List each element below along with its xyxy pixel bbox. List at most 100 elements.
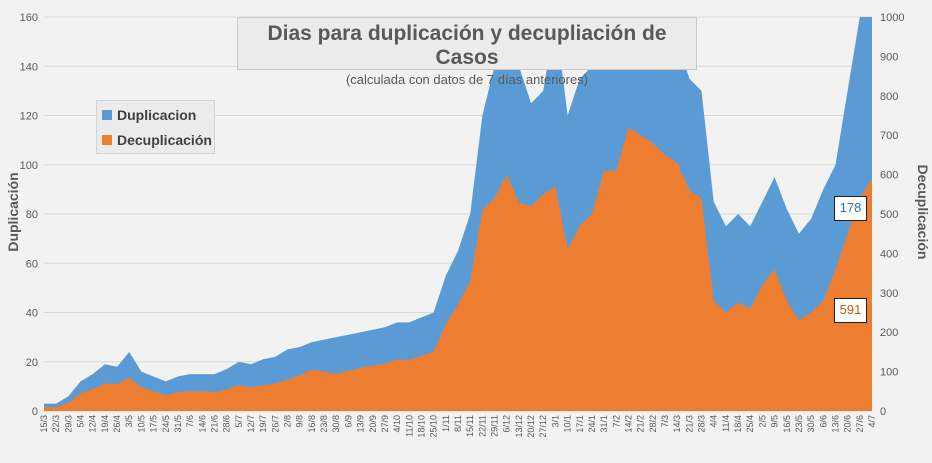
right-tick-label: 900 (880, 51, 898, 63)
legend-swatch-duplicacion (102, 110, 112, 120)
x-tick-label: 27/12 (538, 415, 548, 438)
x-tick-label: 1/11 (441, 415, 451, 432)
x-tick-label: 16/8 (307, 415, 317, 433)
x-tick-label: 25/10 (429, 415, 439, 438)
x-tick-label: 22/11 (477, 415, 487, 437)
x-tick-label: 23/5 (794, 415, 804, 433)
x-tick-label: 11/10 (404, 415, 414, 437)
x-tick-label: 7/2 (611, 415, 621, 428)
right-tick-label: 600 (880, 170, 898, 182)
x-tick-label: 26/7 (270, 415, 280, 433)
x-tick-label: 10/1 (563, 415, 573, 433)
right-tick-label: 1000 (880, 12, 904, 24)
right-axis-ticks: 0 100 200 300 400 500 600 700 800 900 1000 (880, 12, 904, 418)
x-tick-label: 4/10 (392, 415, 402, 433)
x-tick-label: 23/8 (319, 415, 329, 433)
left-tick-label: 0 (32, 406, 38, 418)
x-tick-label: 14/3 (672, 415, 682, 433)
x-tick-label: 6/6 (818, 415, 828, 428)
x-tick-label: 18/10 (417, 415, 427, 438)
x-tick-label: 19/4 (100, 415, 110, 433)
x-tick-label: 13/9 (356, 415, 366, 433)
left-tick-label: 60 (26, 258, 38, 270)
left-tick-label: 20 (26, 357, 38, 369)
legend-label-decuplicacion: Decuplicación (117, 132, 212, 148)
x-tick-label: 15/3 (39, 415, 49, 433)
y-axis-label-left: Duplicación (5, 172, 21, 251)
x-tick-label: 21/2 (636, 415, 646, 433)
x-tick-label: 12/4 (88, 415, 98, 433)
x-tick-label: 21/3 (684, 415, 694, 433)
x-tick-label: 29/11 (490, 415, 500, 437)
x-tick-label: 4/7 (867, 415, 877, 428)
left-tick-label: 160 (20, 12, 38, 24)
callout-duplicacion: 178 (834, 196, 867, 221)
x-tick-label: 14/2 (624, 415, 634, 433)
x-tick-label: 28/2 (648, 415, 658, 433)
x-tick-label: 22/3 (51, 415, 61, 433)
legend: Duplicacion Decuplicación (96, 100, 215, 154)
x-tick-label: 13/6 (831, 415, 841, 433)
right-tick-label: 700 (880, 130, 898, 142)
x-tick-label: 2/5 (757, 415, 767, 428)
x-tick-label: 28/3 (697, 415, 707, 433)
legend-item-duplicacion: Duplicacion (102, 107, 196, 123)
title-box: Dias para duplicación y decupliación de … (237, 17, 697, 87)
x-tick-label: 18/4 (733, 415, 743, 433)
x-tick-label: 9/5 (770, 415, 780, 428)
x-tick-label: 10/5 (136, 415, 146, 433)
x-tick-label: 30/5 (806, 415, 816, 433)
x-tick-label: 7/6 (185, 415, 195, 428)
callout-decuplicacion: 591 (834, 298, 867, 323)
x-tick-label: 29/3 (63, 415, 73, 433)
x-tick-label: 6/12 (502, 415, 512, 433)
x-tick-label: 27/6 (855, 415, 865, 433)
x-tick-label: 20/9 (368, 415, 378, 433)
x-tick-label: 4/4 (709, 415, 719, 428)
chart-title: Dias para duplicación y decupliación de … (267, 22, 667, 69)
x-tick-label: 12/7 (246, 415, 256, 433)
x-tick-label: 28/6 (222, 415, 232, 433)
left-axis-ticks: 0 20 40 60 80 100 120 140 160 (20, 12, 38, 418)
legend-swatch-decuplicacion (102, 135, 112, 145)
legend-label-duplicacion: Duplicacion (117, 107, 197, 123)
x-tick-label: 31/5 (173, 415, 183, 433)
x-tick-label: 30/8 (331, 415, 341, 433)
x-tick-label: 17/5 (149, 415, 159, 433)
y-axis-label-right: Decuplicación (915, 165, 931, 260)
left-tick-label: 80 (26, 209, 38, 221)
left-tick-label: 40 (26, 308, 38, 320)
x-tick-label: 13/12 (514, 415, 524, 438)
chart-subtitle: (calculada con datos de 7 días anteriore… (345, 72, 589, 87)
x-tick-label: 17/1 (575, 415, 585, 433)
right-tick-label: 100 (880, 367, 898, 379)
right-tick-label: 400 (880, 248, 898, 260)
x-tick-label: 24/1 (587, 415, 597, 433)
x-tick-label: 3/5 (124, 415, 134, 428)
x-tick-label: 14/6 (197, 415, 207, 433)
left-tick-label: 140 (20, 61, 38, 73)
left-tick-label: 120 (20, 111, 38, 123)
x-tick-label: 6/9 (343, 415, 353, 428)
left-tick-label: 100 (20, 160, 38, 172)
x-tick-label: 26/4 (112, 415, 122, 433)
right-tick-label: 200 (880, 327, 898, 339)
right-tick-label: 500 (880, 209, 898, 221)
x-tick-label: 15/11 (465, 415, 475, 437)
legend-item-decuplicacion: Decuplicación (102, 132, 212, 148)
x-tick-label: 24/5 (161, 415, 171, 433)
x-tick-label: 25/4 (745, 415, 755, 433)
right-tick-label: 0 (880, 406, 886, 418)
x-tick-label: 31/1 (599, 415, 609, 433)
right-tick-label: 800 (880, 91, 898, 103)
x-tick-label: 5/7 (234, 415, 244, 428)
right-tick-label: 300 (880, 288, 898, 300)
x-tick-label: 16/5 (782, 415, 792, 433)
x-tick-label: 19/7 (258, 415, 268, 433)
x-tick-label: 9/8 (295, 415, 305, 428)
series-area-decuplicacion (44, 127, 872, 412)
x-tick-label: 5/4 (76, 415, 86, 428)
x-tick-label: 20/12 (526, 415, 536, 438)
x-tick-label: 2/8 (283, 415, 293, 428)
